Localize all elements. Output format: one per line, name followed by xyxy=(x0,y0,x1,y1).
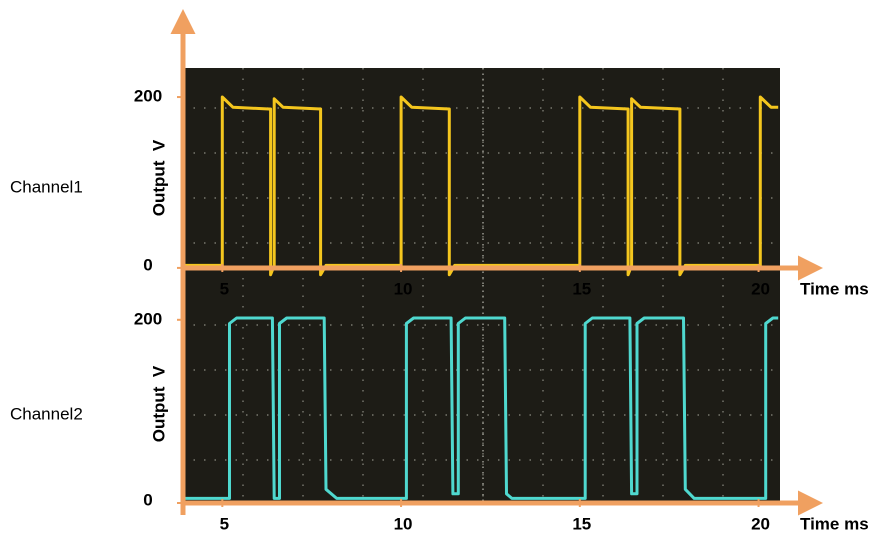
x-tick-label: 5 xyxy=(220,279,229,298)
x-tick-label: 5 xyxy=(220,514,229,533)
x-axis-label: Time ms xyxy=(800,514,869,533)
y-axis-label: Output V xyxy=(149,139,168,216)
x-tick-label: 20 xyxy=(751,514,770,533)
chart: 0 200 5 10 15 20 Time ms Channel1 Output V 0 200 5 1… xyxy=(0,0,892,540)
x-axis-label: Time ms xyxy=(800,279,869,298)
x-tick-label: 10 xyxy=(394,279,413,298)
y-tick-label: 0 xyxy=(143,490,152,509)
plots xyxy=(183,68,780,503)
x-tick-label: 10 xyxy=(394,514,413,533)
channel-label: Channel1 xyxy=(10,177,83,196)
y-tick-label: 200 xyxy=(134,309,162,328)
y-tick-label: 200 xyxy=(134,87,162,106)
x-tick-label: 20 xyxy=(751,279,770,298)
x-tick-label: 15 xyxy=(572,279,591,298)
x-tick-label: 15 xyxy=(572,514,591,533)
scope-screen xyxy=(183,68,780,285)
y-axis-label: Output V xyxy=(149,365,168,442)
y-tick-label: 0 xyxy=(143,255,152,274)
channel-label: Channel2 xyxy=(10,404,83,423)
